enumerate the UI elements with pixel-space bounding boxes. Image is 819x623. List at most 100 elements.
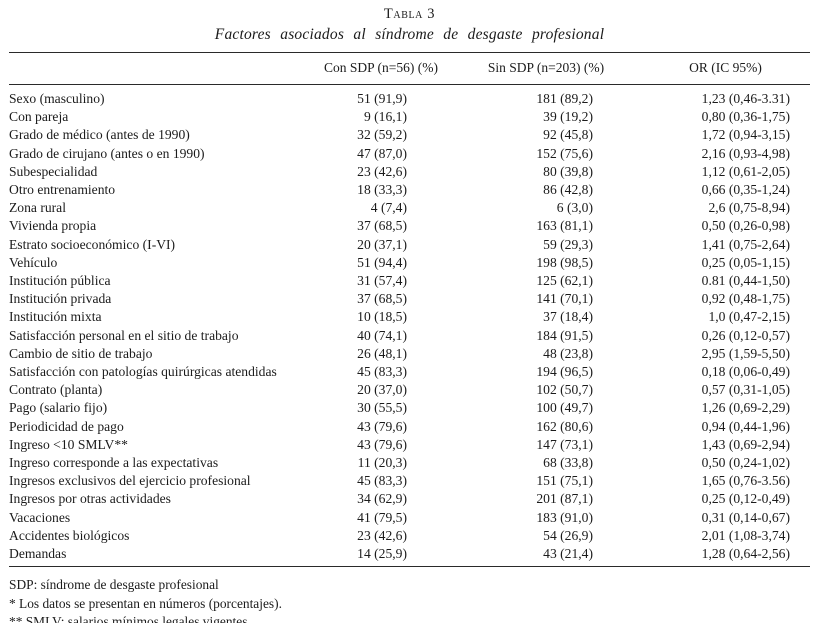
table-row: Ingreso <10 SMLV** 43 (79,6) 147 (73,1) … xyxy=(9,436,810,454)
factor-label: Sexo (masculino) xyxy=(9,91,105,106)
con-sdp-value: 4 (7,4) xyxy=(370,200,407,216)
or-value: 0,94 (0,44-1,96) xyxy=(701,418,790,434)
factor-label: Contrato (planta) xyxy=(9,382,103,398)
or-value: 1,23 (0,46-3.31) xyxy=(701,91,790,106)
sin-sdp-value: 163 (81,1) xyxy=(536,218,593,234)
sin-sdp-value: 59 (29,3) xyxy=(543,236,593,252)
sin-sdp-value: 39 (19,2) xyxy=(543,109,593,125)
or-value: 0,26 (0,12-0,57) xyxy=(701,327,790,343)
table-row: Ingresos exclusivos del ejercicio profes… xyxy=(9,472,810,490)
sin-sdp-value: 102 (50,7) xyxy=(536,382,593,398)
sin-sdp-value: 48 (23,8) xyxy=(543,345,593,361)
table-row: Institución mixta 10 (18,5) 37 (18,4) 1,… xyxy=(9,308,810,326)
factor-label: Con pareja xyxy=(9,109,69,125)
table-row: Estrato socioeconómico (I-VI) 20 (37,1) … xyxy=(9,236,810,254)
or-value: 0,92 (0,48-1,75) xyxy=(701,291,790,307)
sin-sdp-value: 43 (21,4) xyxy=(543,546,593,562)
factor-label: Zona rural xyxy=(9,200,66,216)
sin-sdp-value: 162 (80,6) xyxy=(536,418,593,434)
table-row: Vivienda propia 37 (68,5) 163 (81,1) 0,5… xyxy=(9,217,810,235)
factor-label: Grado de cirujano (antes o en 1990) xyxy=(9,145,205,161)
table-row: Satisfacción con patologías quirúrgicas … xyxy=(9,363,810,381)
footnotes: SDP: síndrome de desgaste profesional * … xyxy=(9,576,810,623)
factor-label: Satisfacción personal en el sitio de tra… xyxy=(9,327,239,343)
factor-label: Pago (salario fijo) xyxy=(9,400,108,416)
or-value: 1,12 (0,61-2,05) xyxy=(701,163,790,179)
factor-label: Estrato socioeconómico (I-VI) xyxy=(9,236,176,252)
or-value: 1,43 (0,69-2,94) xyxy=(701,436,790,452)
con-sdp-value: 51 (94,4) xyxy=(357,254,407,270)
con-sdp-value: 23 (42,6) xyxy=(357,163,407,179)
or-value: 2,16 (0,93-4,98) xyxy=(701,145,790,161)
or-value: 1,72 (0,94-3,15) xyxy=(701,127,790,143)
table-row: Institución pública 31 (57,4) 125 (62,1)… xyxy=(9,272,810,290)
or-value: 1,0 (0,47-2,15) xyxy=(708,309,790,325)
con-sdp-value: 18 (33,3) xyxy=(357,182,407,198)
column-header-factor xyxy=(9,52,311,85)
sin-sdp-value: 181 (89,2) xyxy=(536,91,593,106)
table-row: Zona rural 4 (7,4) 6 (3,0) 2,6 (0,75-8,9… xyxy=(9,199,810,217)
table-row: Demandas 14 (25,9) 43 (21,4) 1,28 (0,64-… xyxy=(9,545,810,567)
sin-sdp-value: 141 (70,1) xyxy=(536,291,593,307)
or-value: 0.81 (0,44-1,50) xyxy=(701,273,790,289)
factor-label: Accidentes biológicos xyxy=(9,527,130,543)
factor-label: Institución mixta xyxy=(9,309,102,325)
con-sdp-value: 40 (74,1) xyxy=(357,327,407,343)
factor-label: Institución privada xyxy=(9,291,112,307)
sin-sdp-value: 6 (3,0) xyxy=(556,200,593,216)
sin-sdp-value: 125 (62,1) xyxy=(536,273,593,289)
sin-sdp-value: 147 (73,1) xyxy=(536,436,593,452)
con-sdp-value: 31 (57,4) xyxy=(357,273,407,289)
table-body: Sexo (masculino) 51 (91,9) 181 (89,2) 1,… xyxy=(9,85,810,567)
or-value: 2,01 (1,08-3,74) xyxy=(701,527,790,543)
con-sdp-value: 32 (59,2) xyxy=(357,127,407,143)
con-sdp-value: 34 (62,9) xyxy=(357,491,407,507)
column-header-con-sdp: Con SDP (n=56) (%) xyxy=(311,52,451,85)
table-row: Vacaciones 41 (79,5) 183 (91,0) 0,31 (0,… xyxy=(9,509,810,527)
table-row: Sexo (masculino) 51 (91,9) 181 (89,2) 1,… xyxy=(9,85,810,109)
table-row: Vehículo 51 (94,4) 198 (98,5) 0,25 (0,05… xyxy=(9,254,810,272)
factor-label: Ingreso corresponde a las expectativas xyxy=(9,455,219,471)
or-value: 1,65 (0,76-3.56) xyxy=(701,473,790,489)
con-sdp-value: 10 (18,5) xyxy=(357,309,407,325)
con-sdp-value: 47 (87,0) xyxy=(357,145,407,161)
sin-sdp-value: 151 (75,1) xyxy=(536,473,593,489)
sin-sdp-value: 184 (91,5) xyxy=(536,327,593,343)
header-row: Con SDP (n=56) (%) Sin SDP (n=203) (%) O… xyxy=(9,52,810,85)
table-row: Periodicidad de pago 43 (79,6) 162 (80,6… xyxy=(9,418,810,436)
or-value: 0,25 (0,05-1,15) xyxy=(701,254,790,270)
table-row: Grado de cirujano (antes o en 1990) 47 (… xyxy=(9,145,810,163)
sin-sdp-value: 152 (75,6) xyxy=(536,145,593,161)
factor-label: Institución pública xyxy=(9,273,111,289)
table-label: Tabla 3 xyxy=(383,6,436,22)
factor-label: Vivienda propia xyxy=(9,218,97,234)
con-sdp-value: 37 (68,5) xyxy=(357,218,407,234)
table-title: Factores asociados al síndrome de desgas… xyxy=(214,26,605,43)
footnote-data-format: * Los datos se presentan en números (por… xyxy=(9,595,282,611)
table-row: Ingresos por otras actividades 34 (62,9)… xyxy=(9,490,810,508)
con-sdp-value: 41 (79,5) xyxy=(357,509,407,525)
table-row: Con pareja 9 (16,1) 39 (19,2) 0,80 (0,36… xyxy=(9,108,810,126)
sin-sdp-value: 183 (91,0) xyxy=(536,509,593,525)
factor-label: Otro entrenamiento xyxy=(9,182,116,198)
factor-label: Vacaciones xyxy=(9,509,71,525)
con-sdp-value: 23 (42,6) xyxy=(357,527,407,543)
table-row: Grado de médico (antes de 1990) 32 (59,2… xyxy=(9,126,810,144)
factor-label: Cambio de sitio de trabajo xyxy=(9,345,153,361)
footnote-smlv: ** SMLV: salarios mínimos legales vigent… xyxy=(9,614,248,623)
or-value: 1,41 (0,75-2,64) xyxy=(701,236,790,252)
table-row: Cambio de sitio de trabajo 26 (48,1) 48 … xyxy=(9,345,810,363)
con-sdp-value: 43 (79,6) xyxy=(357,418,407,434)
factor-label: Vehículo xyxy=(9,254,58,270)
or-value: 0,25 (0,12-0,49) xyxy=(701,491,790,507)
sin-sdp-value: 100 (49,7) xyxy=(536,400,593,416)
con-sdp-value: 30 (55,5) xyxy=(357,400,407,416)
sin-sdp-value: 68 (33,8) xyxy=(543,455,593,471)
or-value: 1,26 (0,69-2,29) xyxy=(701,400,790,416)
sin-sdp-value: 86 (42,8) xyxy=(543,182,593,198)
or-value: 1,28 (0,64-2,56) xyxy=(701,546,790,562)
or-value: 0,66 (0,35-1,24) xyxy=(701,182,790,198)
table-row: Contrato (planta) 20 (37,0) 102 (50,7) 0… xyxy=(9,381,810,399)
sin-sdp-value: 194 (96,5) xyxy=(536,364,593,380)
sin-sdp-value: 198 (98,5) xyxy=(536,254,593,270)
